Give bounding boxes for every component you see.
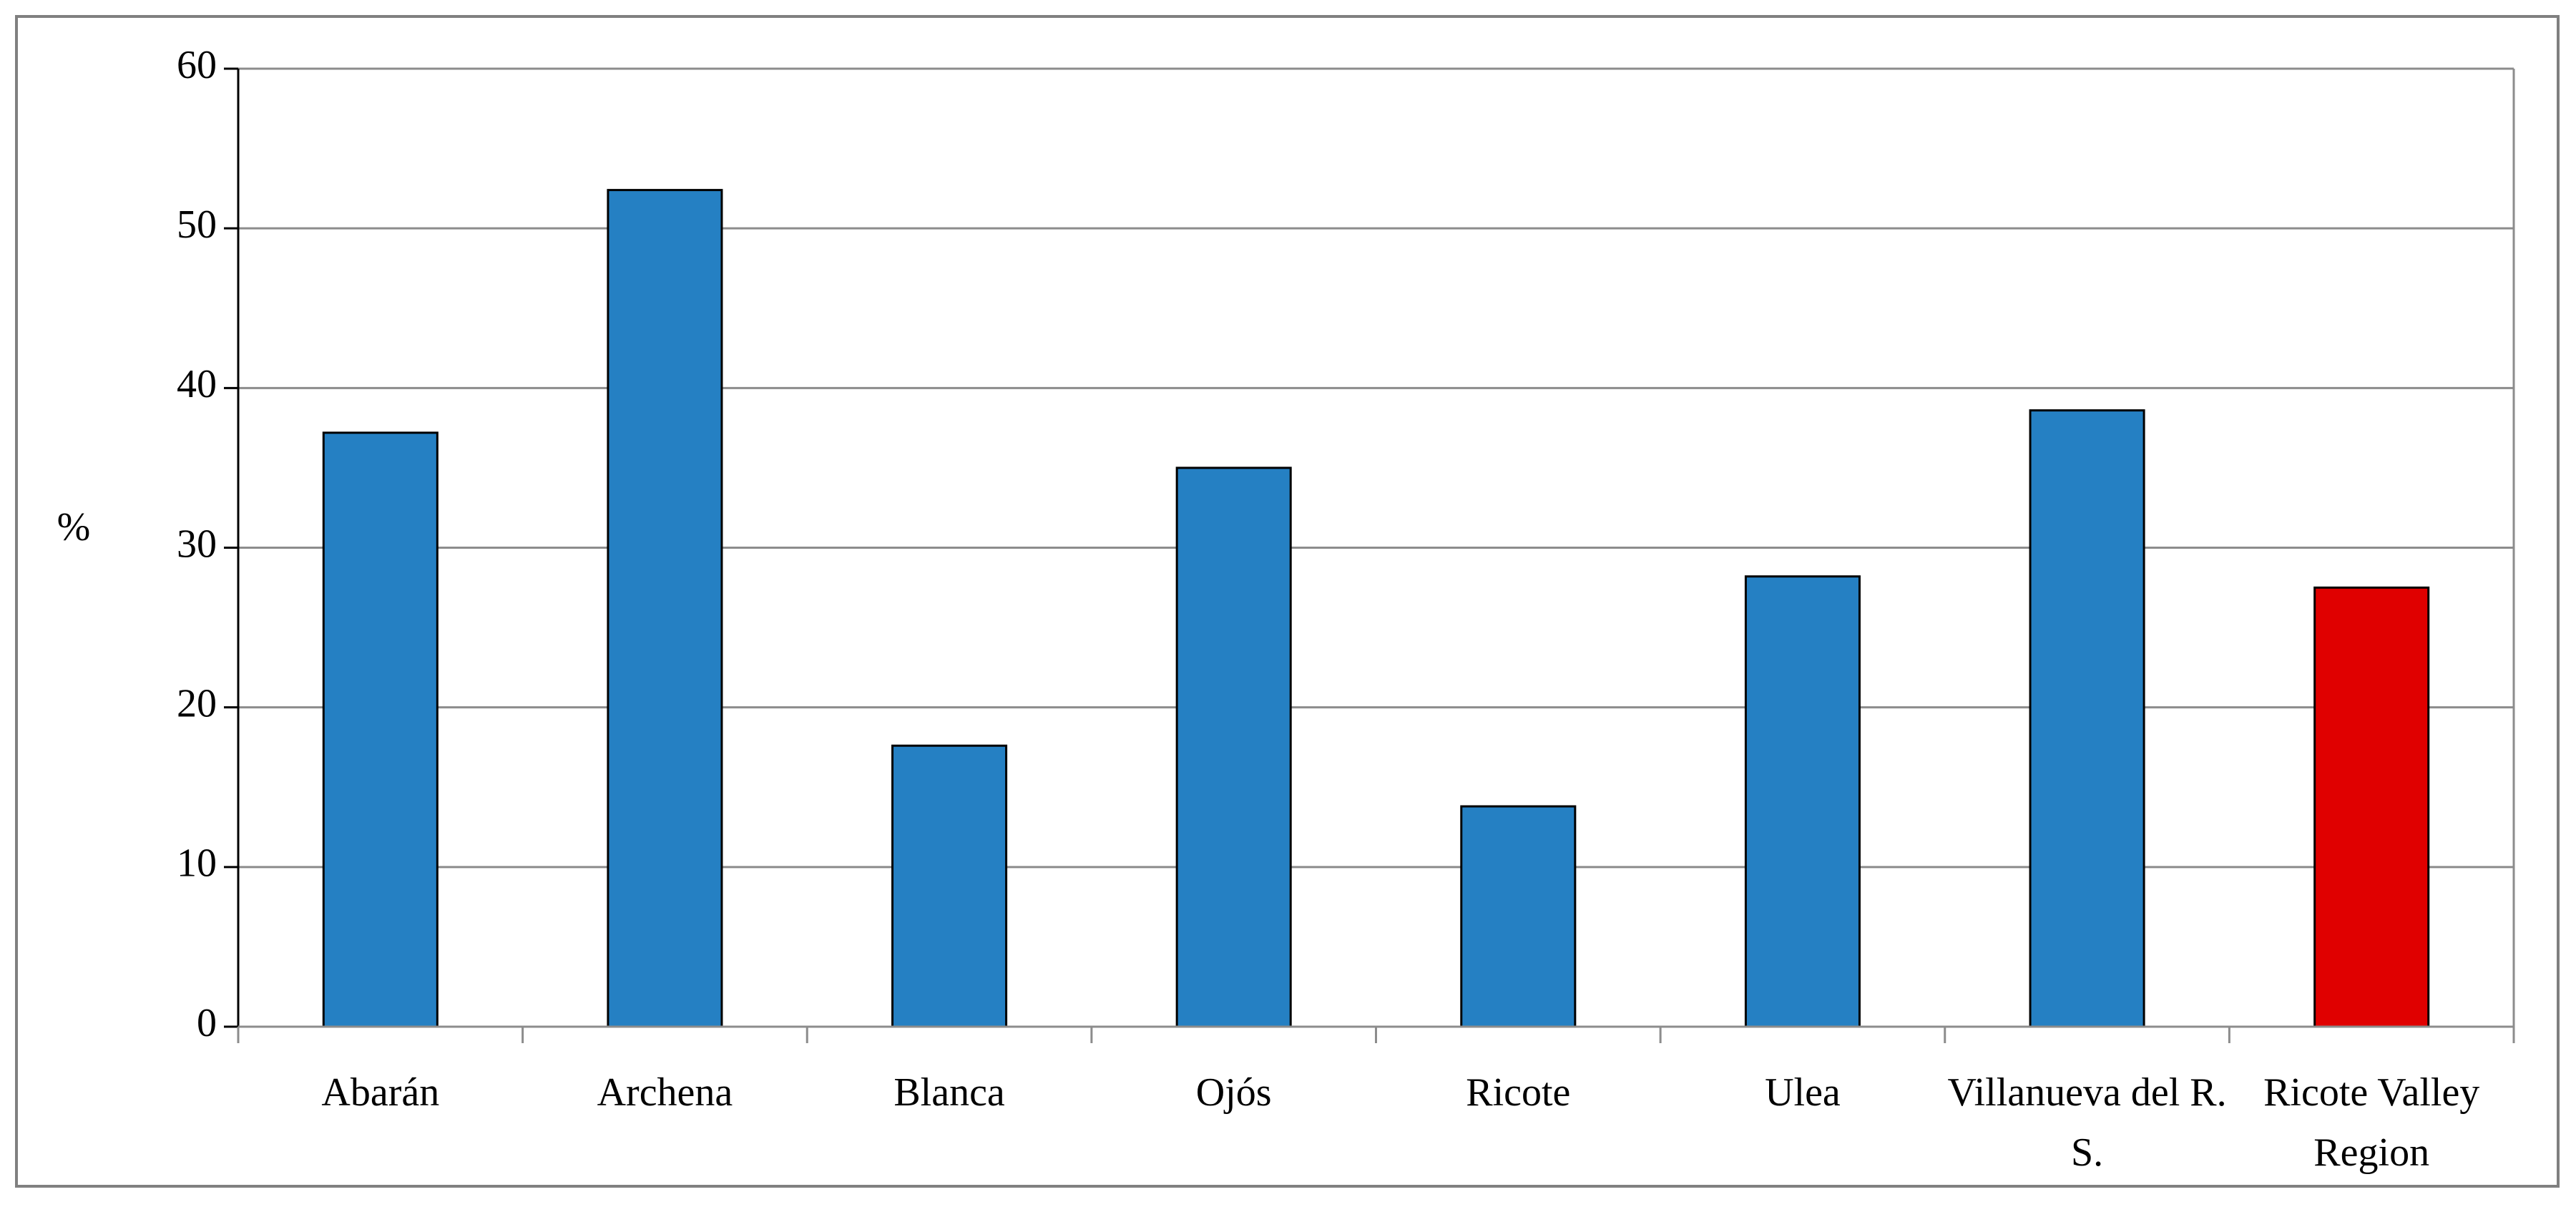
y-tick-label: 0 [197, 1001, 217, 1045]
y-tick-label: 20 [177, 682, 217, 726]
bar [2313, 586, 2430, 1028]
y-tick-label: 30 [177, 522, 217, 566]
bar [2029, 409, 2145, 1028]
y-tick-label: 40 [177, 362, 217, 406]
x-tick-label: Ulea [1765, 1070, 1841, 1115]
x-tick-label: Villanueva del R. S. [1947, 1070, 2227, 1175]
bar [322, 431, 439, 1028]
bar [1175, 466, 1292, 1028]
chart-border [15, 15, 2560, 1188]
bar [607, 189, 723, 1028]
x-tick-label: Archena [597, 1070, 733, 1115]
x-tick-label: Ojós [1195, 1070, 1272, 1115]
y-tick-label: 60 [177, 43, 217, 87]
x-tick-label: Blanca [893, 1070, 1005, 1115]
y-tick-label: 10 [177, 841, 217, 886]
bar [891, 744, 1008, 1028]
x-tick-label: Ricote [1466, 1070, 1571, 1115]
bar [1744, 575, 1861, 1028]
bar [1460, 805, 1577, 1028]
x-tick-label: Ricote Valley Region [2263, 1070, 2480, 1175]
y-tick-label: 50 [177, 202, 217, 247]
y-axis-label: % [57, 505, 91, 549]
x-tick-label: Abarán [321, 1070, 440, 1115]
